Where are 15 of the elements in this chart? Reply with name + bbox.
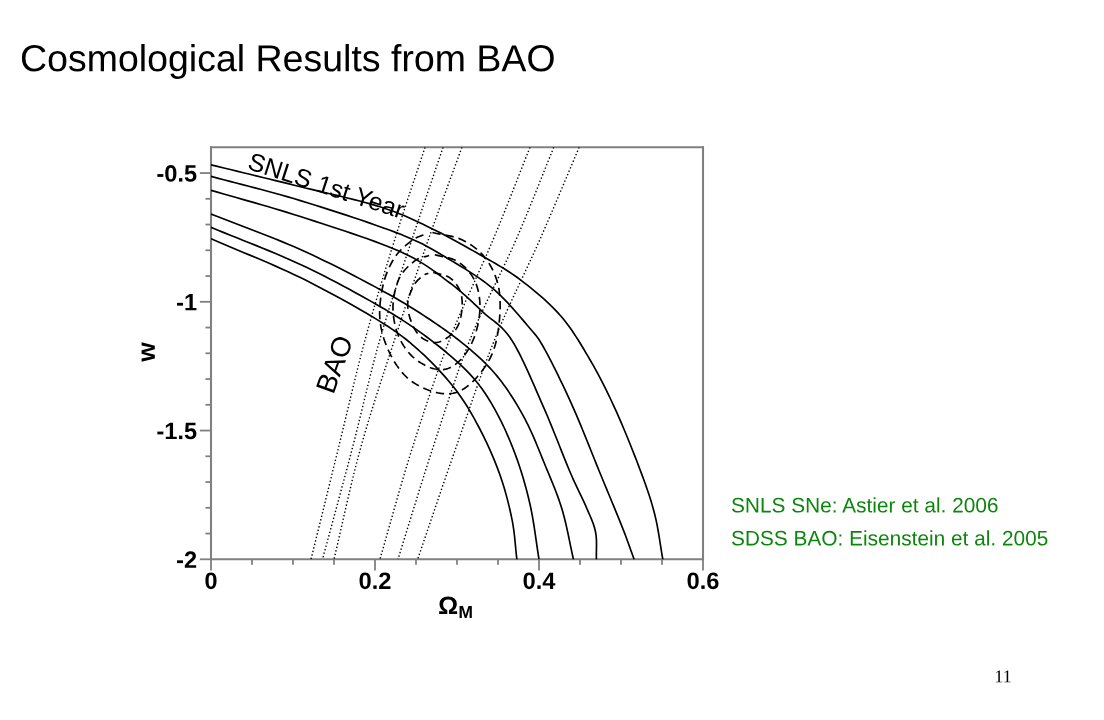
y-tick-label: -0.5 (157, 165, 197, 182)
x-tick-label: 0 (205, 572, 217, 590)
y-axis-title: w (141, 342, 155, 362)
text: SNLS SNe: Astier et al. 2006 (731, 497, 998, 513)
chart-title: Cosmological Results from BAO (21, 44, 554, 79)
x-tick-label: 0.4 (523, 572, 556, 590)
y-tick-label: -1 (177, 294, 197, 311)
annotation: BAO (315, 334, 354, 394)
text: SDSS BAO: Eisenstein et al. 2005 (731, 530, 1048, 546)
text: 11 (995, 670, 1011, 683)
x-tick-label: 0.2 (359, 572, 391, 590)
y-tick-label: -1.5 (157, 422, 197, 440)
y-tick-label: -2 (177, 551, 197, 568)
x-tick-label: 0.6 (687, 572, 719, 590)
x-axis-title: Ω$_{M}$ (439, 596, 472, 619)
